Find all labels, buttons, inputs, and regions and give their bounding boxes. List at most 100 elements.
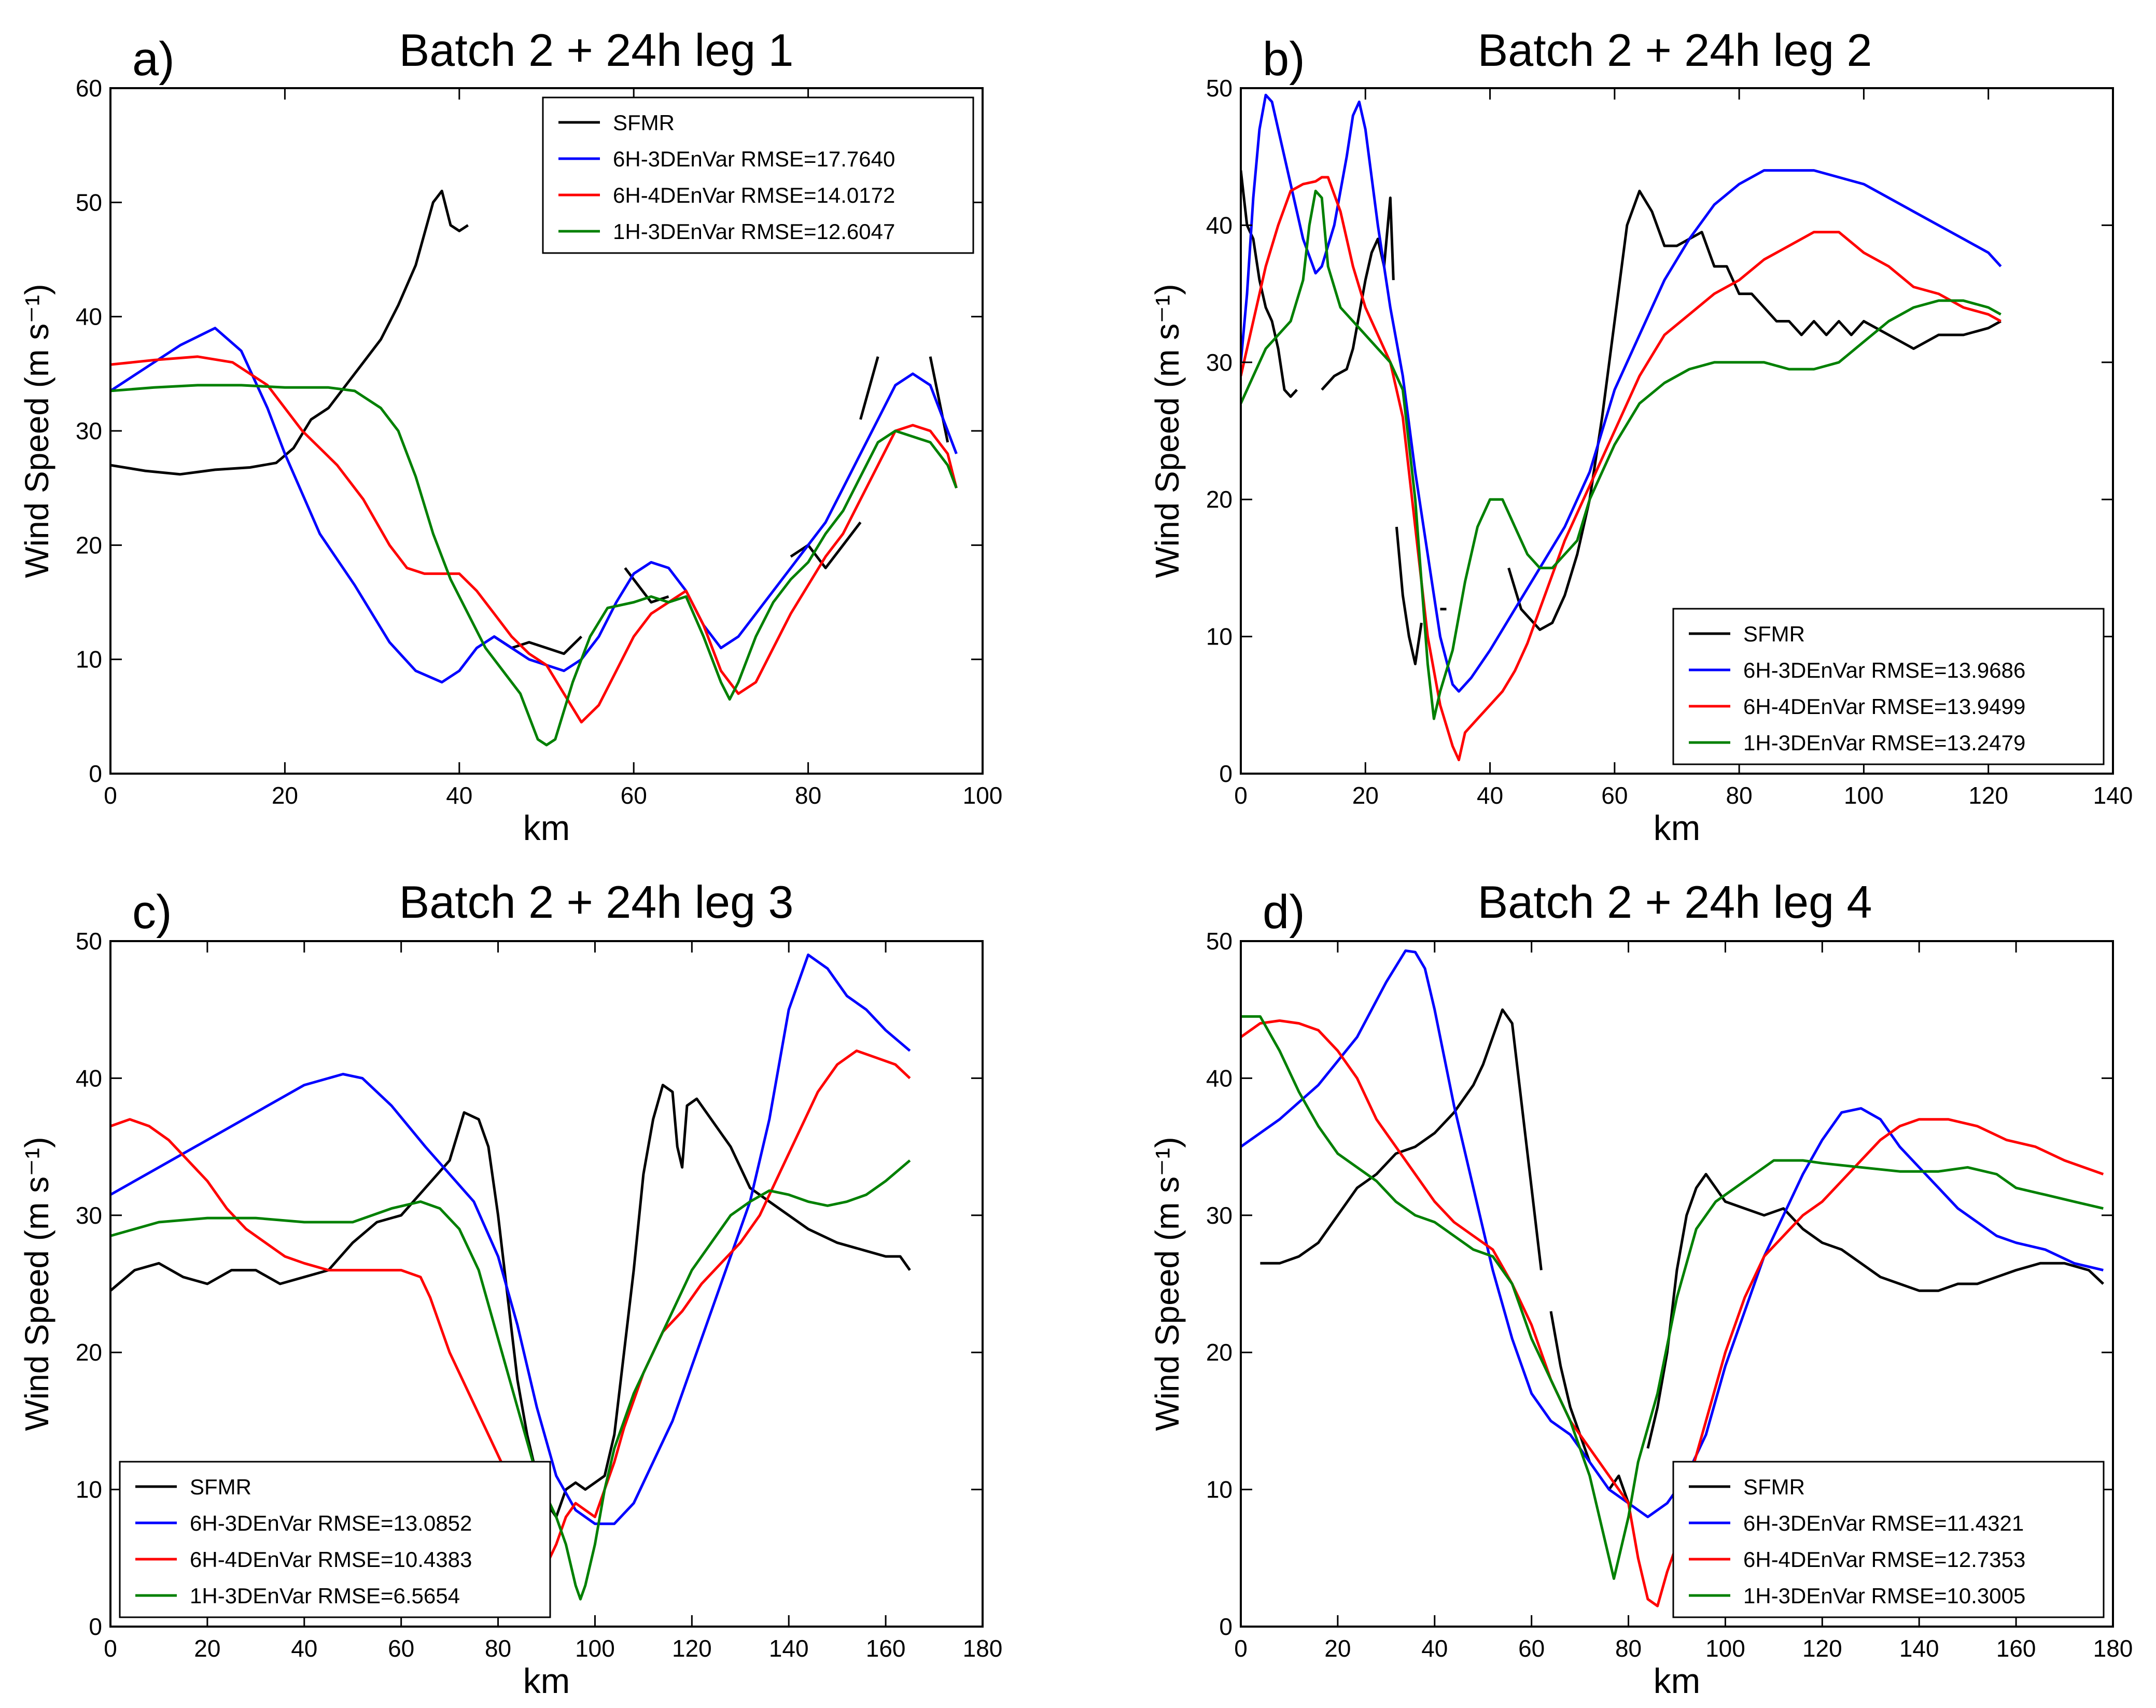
- x-tick-label: 80: [795, 782, 821, 809]
- chart-title: Batch 2 + 24h leg 3: [399, 876, 794, 928]
- plot-frame: [1240, 87, 2114, 775]
- x-tick-label: 100: [1705, 1635, 1745, 1662]
- y-tick-label: 40: [1206, 212, 1233, 239]
- panel-a: a) Batch 2 + 24h leg 1 0 20 40 60 80 100 0 10 20 30…: [18, 24, 1002, 848]
- legend-entry: 1H-3DEnVar RMSE=12.6047: [613, 219, 895, 244]
- y-tick-label: 10: [76, 1476, 102, 1503]
- legend-entry: 6H-3DEnVar RMSE=11.4321: [1743, 1511, 2024, 1535]
- y-tick-label: 30: [76, 1202, 102, 1229]
- series-group: [1241, 93, 2002, 762]
- legend-box: [542, 96, 974, 254]
- x-tick-label: 40: [291, 1635, 317, 1662]
- y-tick-label: 0: [1219, 1613, 1233, 1640]
- x-tick-label: 40: [446, 782, 472, 809]
- x-tick-label: 100: [1844, 782, 1884, 809]
- x-tick-label: 60: [1518, 1635, 1545, 1662]
- series-line-6h-3denvar: [1241, 949, 2104, 1518]
- legend-entry: 1H-3DEnVar RMSE=10.3005: [1743, 1584, 2025, 1608]
- legend-entry: 6H-4DEnVar RMSE=13.9499: [1743, 694, 2025, 719]
- y-tick-label: 40: [1206, 1065, 1233, 1091]
- x-axis-label: km: [1654, 808, 1701, 848]
- y-tick-label: 20: [1206, 486, 1233, 513]
- series-line-1h-3denvar: [110, 384, 958, 747]
- chart-title: Batch 2 + 24h leg 2: [1478, 24, 1872, 76]
- series-line-1h-3denvar: [1241, 1015, 2104, 1580]
- series-line-sfmr: [859, 356, 879, 420]
- plot-frame: [1240, 940, 2114, 1628]
- series-group: [110, 189, 958, 747]
- x-tick-label: 60: [1601, 782, 1628, 809]
- y-tick-label: 0: [1219, 760, 1233, 787]
- legend-entry: 6H-4DEnVar RMSE=10.4383: [190, 1547, 472, 1572]
- x-tick-label: 120: [1968, 782, 2008, 809]
- y-tick-label: 40: [76, 1065, 102, 1091]
- y-axis-label: Wind Speed (m s⁻¹): [18, 284, 55, 578]
- series-line-sfmr: [110, 189, 469, 476]
- legend-entry: SFMR: [1743, 1475, 1805, 1499]
- y-tick-label: 50: [1206, 75, 1233, 102]
- legend-entry: 6H-3DEnVar RMSE=17.7640: [613, 147, 895, 171]
- y-tick-label: 20: [1206, 1339, 1233, 1366]
- series-line-sfmr: [1395, 526, 1423, 665]
- series-line-sfmr: [1260, 1008, 1543, 1270]
- x-tick-label: 0: [104, 782, 117, 809]
- legend-box: [1672, 608, 2105, 765]
- series-line-sfmr: [1646, 1173, 2105, 1449]
- plot-frame: [109, 940, 984, 1628]
- y-tick-label: 50: [76, 189, 102, 216]
- series-line-6h-4denvar: [1241, 1019, 2104, 1607]
- series-line-sfmr: [790, 521, 862, 569]
- panel-label: b): [1263, 33, 1305, 86]
- legend-entry: SFMR: [1743, 622, 1805, 646]
- x-tick-label: 0: [104, 1635, 117, 1662]
- series-line-sfmr: [1608, 1474, 1630, 1504]
- legend: SFMR 6H-3DEnVar RMSE=13.0852 6H-4DEnVar RM…: [119, 1461, 551, 1618]
- series-group: [1241, 949, 2105, 1607]
- y-tick-label: 50: [1206, 928, 1233, 955]
- legend-entry: SFMR: [190, 1475, 251, 1499]
- x-axis-label: km: [1654, 1661, 1701, 1701]
- series-line-sfmr: [624, 567, 669, 604]
- y-tick-label: 10: [1206, 623, 1233, 650]
- series-line-1h-3denvar: [110, 1159, 911, 1601]
- x-tick-label: 120: [672, 1635, 712, 1662]
- y-tick-label: 30: [1206, 349, 1233, 376]
- legend-entry: SFMR: [613, 110, 675, 135]
- y-tick-label: 0: [89, 760, 102, 787]
- legend-entry: 6H-4DEnVar RMSE=12.7353: [1743, 1547, 2025, 1572]
- series-line-sfmr: [929, 356, 949, 443]
- panel-label: a): [132, 33, 175, 86]
- chart-title: Batch 2 + 24h leg 1: [399, 24, 794, 76]
- y-tick-label: 60: [76, 75, 102, 102]
- panel-label: c): [132, 886, 172, 939]
- x-tick-label: 0: [1234, 1635, 1248, 1662]
- x-tick-label: 60: [621, 782, 647, 809]
- series-line-sfmr: [1549, 1311, 1591, 1463]
- x-tick-label: 140: [769, 1635, 809, 1662]
- legend-box: [1672, 1461, 2105, 1618]
- legend-entry: 1H-3DEnVar RMSE=6.5654: [190, 1584, 460, 1608]
- legend-entry: 6H-4DEnVar RMSE=14.0172: [613, 183, 895, 207]
- series-line-6h-3denvar: [110, 327, 958, 684]
- series-line-6h-3denvar: [1241, 93, 2002, 693]
- y-tick-label: 30: [76, 417, 102, 444]
- y-axis-label: Wind Speed (m s⁻¹): [1149, 1137, 1186, 1431]
- panel-c: c) Batch 2 + 24h leg 30 20 40 60 80 100 120 140 1…: [18, 876, 1002, 1701]
- series-line-6h-4denvar: [110, 355, 958, 724]
- x-tick-label: 100: [963, 782, 1003, 809]
- chart-title: Batch 2 + 24h leg 4: [1478, 876, 1872, 928]
- y-tick-label: 10: [76, 646, 102, 673]
- series-line-sfmr: [110, 1084, 911, 1518]
- y-tick-label: 10: [1206, 1476, 1233, 1503]
- series-line-6h-3denvar: [110, 953, 911, 1525]
- x-tick-label: 60: [388, 1635, 414, 1662]
- x-tick-label: 20: [194, 1635, 220, 1662]
- panel-d: d) Batch 2 + 24h leg 40 20 40 60 80 100 120 140 1…: [1149, 876, 2133, 1701]
- y-tick-label: 50: [76, 928, 102, 955]
- x-tick-label: 180: [963, 1635, 1003, 1662]
- y-tick-label: 20: [76, 531, 102, 558]
- x-tick-label: 80: [1726, 782, 1753, 809]
- y-tick-label: 30: [1206, 1202, 1233, 1229]
- x-tick-label: 20: [1352, 782, 1379, 809]
- series-line-sfmr: [1321, 197, 1395, 391]
